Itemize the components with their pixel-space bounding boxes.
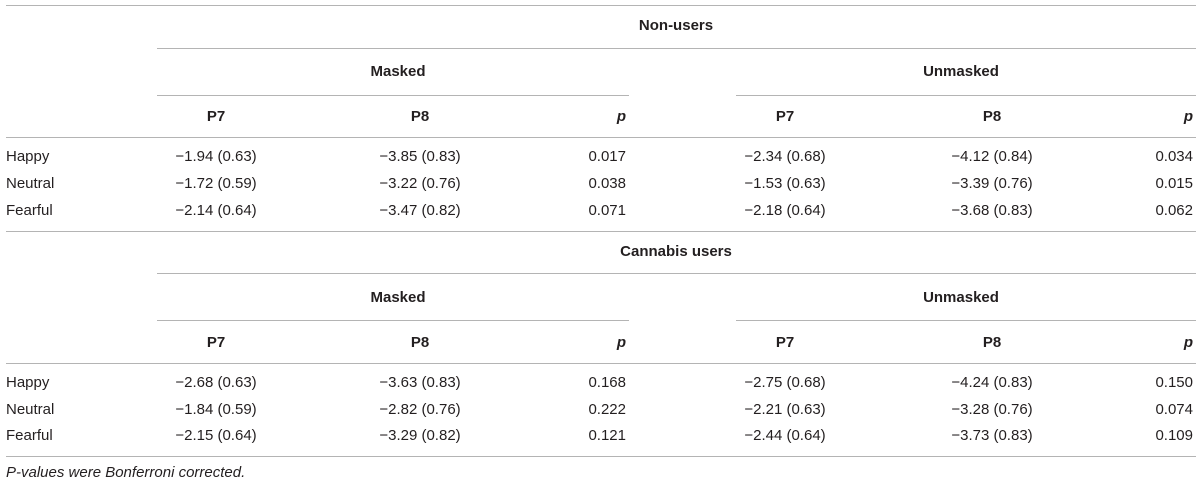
table-cell: −2.68 (0.63) (175, 374, 256, 392)
table-cell: −1.53 (0.63) (744, 175, 825, 193)
row-label: Neutral (6, 175, 54, 193)
column-header: p (1184, 108, 1193, 126)
condition-header: Unmasked (923, 289, 999, 307)
table-cell: −3.85 (0.83) (379, 148, 460, 166)
group-separator-rule (6, 231, 1196, 232)
condition-rule (157, 320, 629, 321)
group-rule (157, 48, 1196, 49)
table-cell: 0.071 (588, 202, 626, 220)
table-cell: 0.121 (588, 427, 626, 445)
table-cell: −2.34 (0.68) (744, 148, 825, 166)
group-title: Non-users (639, 17, 713, 35)
table-cell: −4.12 (0.84) (951, 148, 1032, 166)
column-header: P8 (411, 108, 429, 126)
table-cell: 0.109 (1155, 427, 1193, 445)
table-cell: 0.034 (1155, 148, 1193, 166)
table-cell: −2.21 (0.63) (744, 401, 825, 419)
table-footnote: P-values were Bonferroni corrected. (6, 464, 245, 482)
table-cell: −1.94 (0.63) (175, 148, 256, 166)
row-label: Neutral (6, 401, 54, 419)
table-cell: 0.038 (588, 175, 626, 193)
condition-header: Unmasked (923, 63, 999, 81)
row-label: Happy (6, 148, 49, 166)
table-cell: −4.24 (0.83) (951, 374, 1032, 392)
condition-rule (736, 95, 1196, 96)
table-cell: −2.44 (0.64) (744, 427, 825, 445)
table-cell: −2.82 (0.76) (379, 401, 460, 419)
header-rule (6, 137, 1196, 138)
row-label: Fearful (6, 202, 53, 220)
table-cell: 0.150 (1155, 374, 1193, 392)
table-cell: 0.222 (588, 401, 626, 419)
column-header: P7 (776, 108, 794, 126)
table-cell: −2.15 (0.64) (175, 427, 256, 445)
table-cell: −3.68 (0.83) (951, 202, 1032, 220)
table-cell: −3.29 (0.82) (379, 427, 460, 445)
group-title: Cannabis users (620, 243, 732, 261)
header-rule (6, 363, 1196, 364)
condition-header: Masked (370, 63, 425, 81)
table-cell: −3.28 (0.76) (951, 401, 1032, 419)
table-cell: 0.074 (1155, 401, 1193, 419)
table-cell: −2.75 (0.68) (744, 374, 825, 392)
column-header: P8 (983, 108, 1001, 126)
table-top-rule (6, 5, 1196, 6)
table-cell: −3.39 (0.76) (951, 175, 1032, 193)
group-rule (157, 273, 1196, 274)
column-header: p (617, 334, 626, 352)
table-cell: −3.22 (0.76) (379, 175, 460, 193)
condition-rule (157, 95, 629, 96)
table-cell: −2.18 (0.64) (744, 202, 825, 220)
column-header: P7 (776, 334, 794, 352)
table-cell: −3.63 (0.83) (379, 374, 460, 392)
column-header: P8 (411, 334, 429, 352)
table-cell: −3.47 (0.82) (379, 202, 460, 220)
table-cell: −1.72 (0.59) (175, 175, 256, 193)
table-cell: 0.168 (588, 374, 626, 392)
table-cell: −2.14 (0.64) (175, 202, 256, 220)
column-header: P7 (207, 108, 225, 126)
condition-rule (736, 320, 1196, 321)
column-header: P7 (207, 334, 225, 352)
column-header: p (1184, 334, 1193, 352)
table-bottom-rule (6, 456, 1196, 457)
table-cell: 0.017 (588, 148, 626, 166)
table-cell: −1.84 (0.59) (175, 401, 256, 419)
table-cell: 0.062 (1155, 202, 1193, 220)
column-header: P8 (983, 334, 1001, 352)
column-header: p (617, 108, 626, 126)
table-cell: −3.73 (0.83) (951, 427, 1032, 445)
row-label: Fearful (6, 427, 53, 445)
row-label: Happy (6, 374, 49, 392)
table-cell: 0.015 (1155, 175, 1193, 193)
condition-header: Masked (370, 289, 425, 307)
